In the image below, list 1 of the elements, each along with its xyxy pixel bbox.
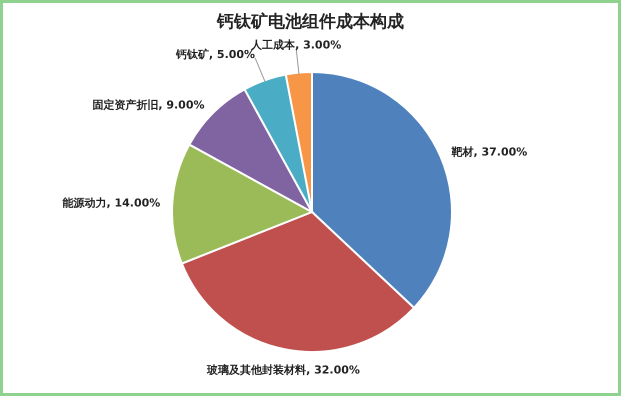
chart-title: 钙钛矿电池组件成本构成 (216, 12, 404, 32)
